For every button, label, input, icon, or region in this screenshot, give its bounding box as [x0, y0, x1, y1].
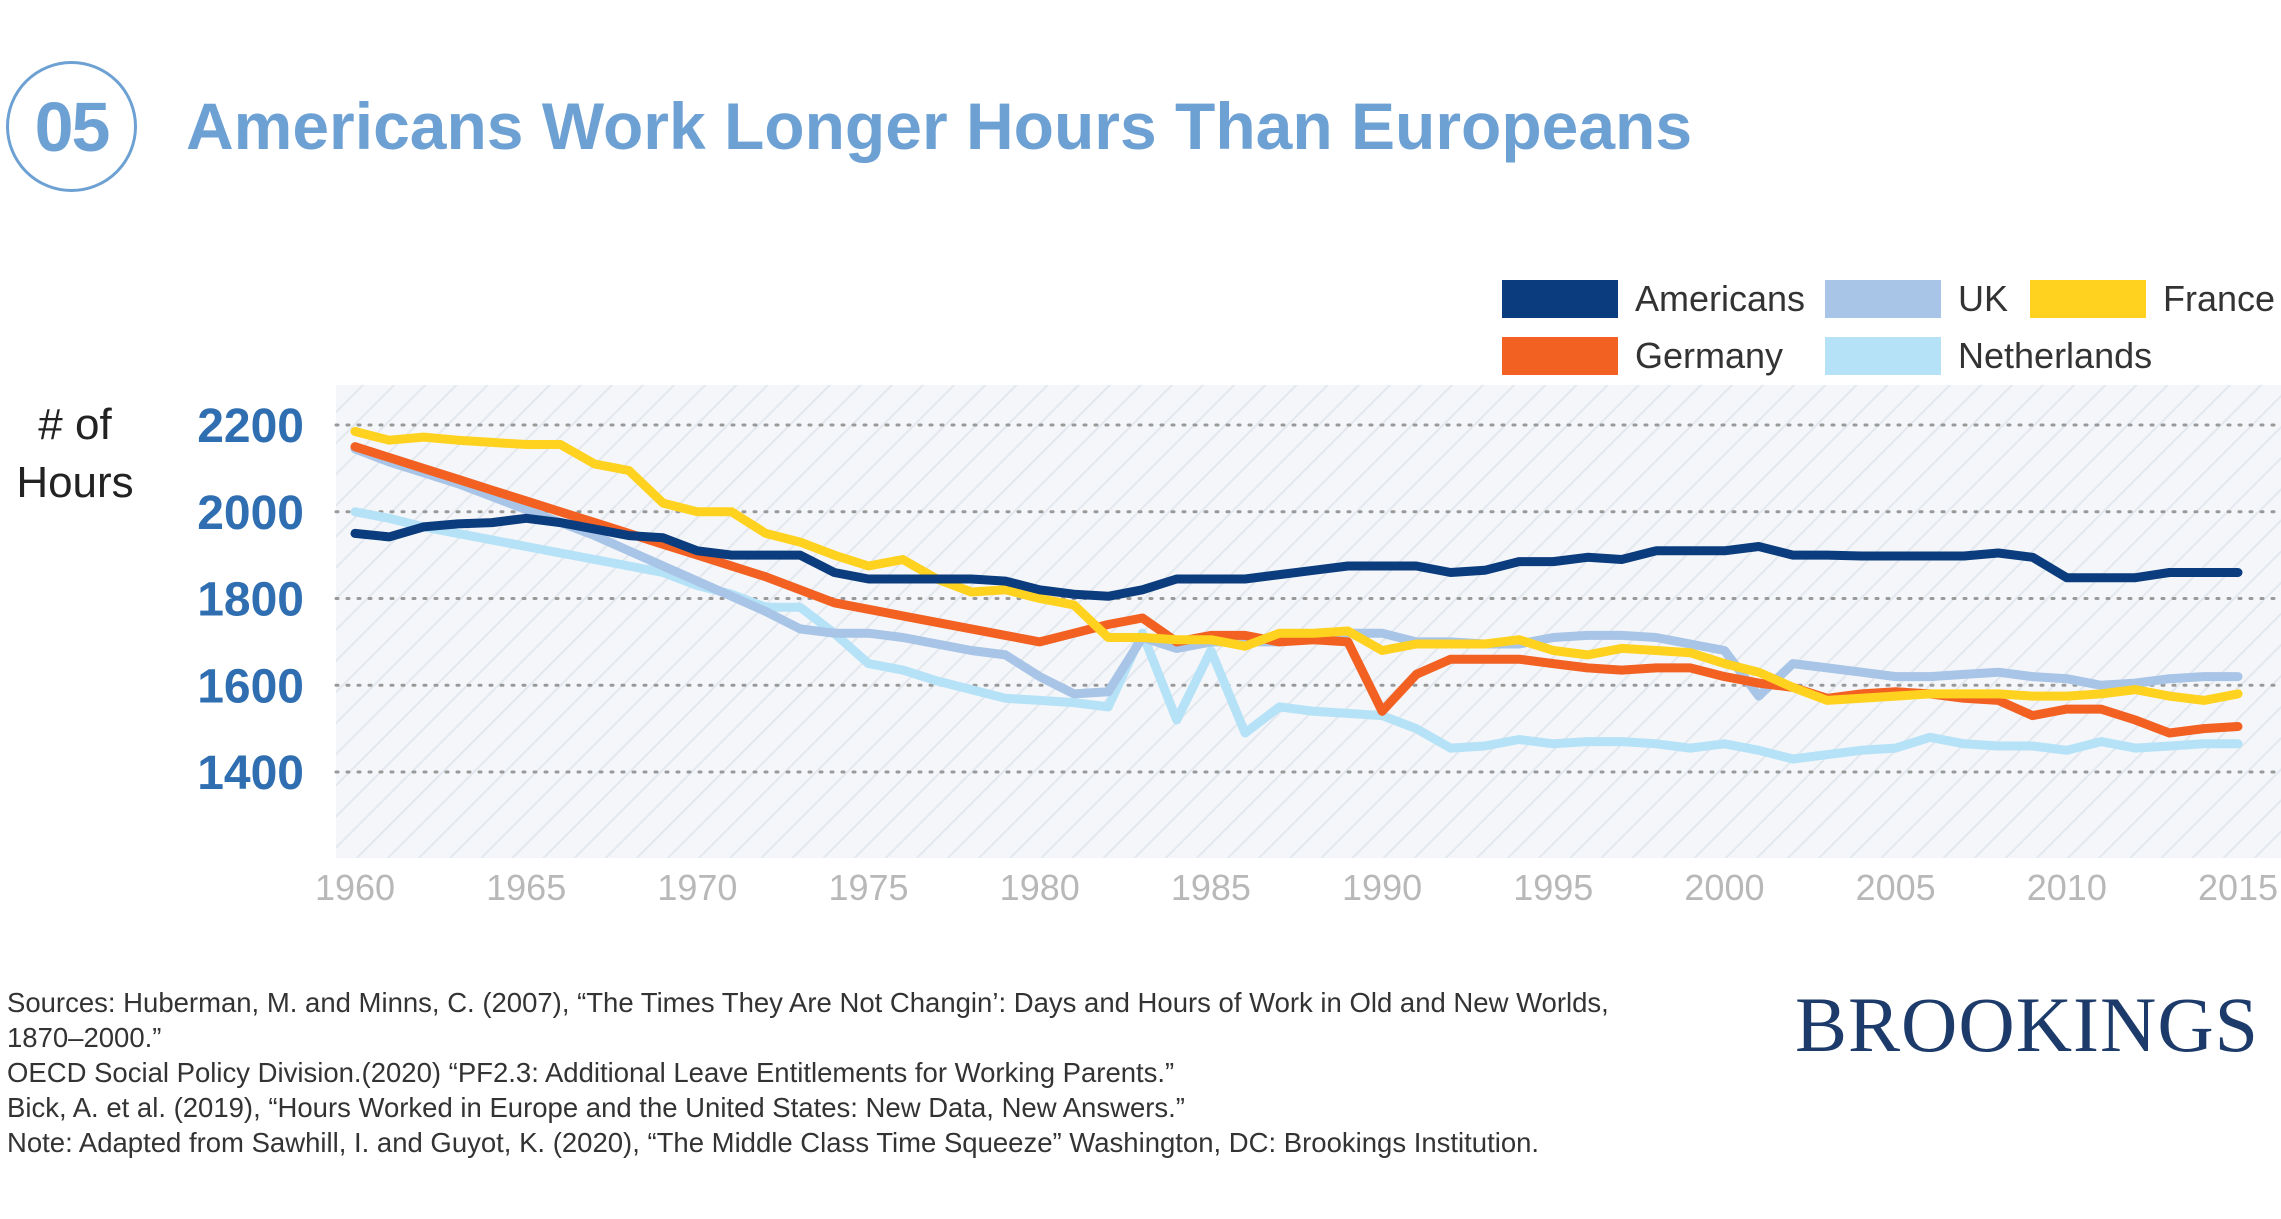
x-tick-label: 2005	[1856, 867, 1936, 908]
x-tick-label: 1980	[1000, 867, 1080, 908]
legend-label-germany: Germany	[1635, 335, 1784, 376]
sources-note: Sources: Huberman, M. and Minns, C. (200…	[7, 985, 1647, 1160]
y-tick-label: 2200	[197, 400, 304, 453]
legend-item-americans: Americans	[1502, 278, 1805, 320]
series-lines	[350, 427, 2243, 764]
plot-area	[336, 385, 2281, 858]
legend-swatch-americans	[1502, 280, 1618, 318]
chart-number-badge: 05	[6, 61, 137, 192]
x-tick-label: 1995	[1513, 867, 1593, 908]
legend-swatch-netherlands	[1825, 337, 1941, 375]
source-line: Sources: Huberman, M. and Minns, C. (200…	[7, 987, 1609, 1053]
y-tick-labels: 1400 1600 1800 2000 2200	[197, 400, 304, 800]
series-line-netherlands	[350, 507, 2243, 764]
page-title: Americans Work Longer Hours Than Europea…	[186, 89, 1693, 163]
y-tick-label: 2000	[197, 487, 304, 540]
x-tick-labels: 1960 1965 1970 1975 1980 1985 1990 1995 2000 2005…	[315, 867, 2278, 908]
legend-label-france: France	[2163, 278, 2276, 319]
x-tick-label: 1975	[828, 867, 908, 908]
legend-swatch-uk	[1825, 280, 1941, 318]
x-tick-label: 1985	[1171, 867, 1251, 908]
legend-item-germany: Germany	[1502, 335, 1783, 377]
legend-swatch-germany	[1502, 337, 1618, 375]
legend-label-netherlands: Netherlands	[1958, 335, 2153, 376]
legend-label-uk: UK	[1958, 278, 2009, 319]
legend-label-americans: Americans	[1635, 278, 1806, 319]
source-line: OECD Social Policy Division.(2020) “PF2.…	[7, 1057, 1175, 1088]
legend-item-uk: UK	[1825, 278, 2008, 320]
x-tick-label: 1970	[657, 867, 737, 908]
y-tick-label: 1800	[197, 574, 304, 627]
y-tick-label: 1400	[197, 747, 304, 800]
chart-number: 05	[34, 87, 111, 166]
legend-item-netherlands: Netherlands	[1825, 335, 2152, 377]
source-line: Bick, A. et al. (2019), “Hours Worked in…	[7, 1092, 1185, 1123]
y-tick-label: 1600	[197, 660, 304, 713]
x-tick-label: 2015	[2198, 867, 2278, 908]
legend-item-france: France	[2030, 278, 2275, 320]
x-tick-label: 1965	[486, 867, 566, 908]
gridlines	[334, 423, 2279, 774]
series-line-americans	[350, 513, 2243, 601]
brookings-logo: BROOKINGS	[1795, 981, 2260, 1068]
x-tick-label: 2000	[1684, 867, 1764, 908]
x-tick-label: 1990	[1342, 867, 1422, 908]
x-tick-label: 2010	[2027, 867, 2107, 908]
legend-swatch-france	[2030, 280, 2146, 318]
source-line: Note: Adapted from Sawhill, I. and Guyot…	[7, 1127, 1540, 1158]
series-line-france	[350, 427, 2243, 705]
x-tick-label: 1960	[315, 867, 395, 908]
y-axis-label: # of Hours	[16, 400, 134, 507]
